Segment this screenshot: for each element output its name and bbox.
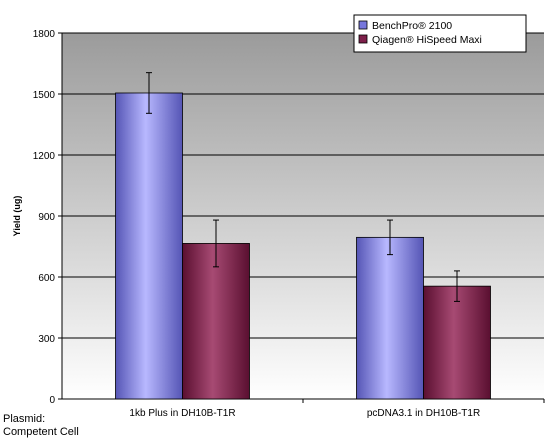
y-tick-label-1800: 1800 <box>33 29 56 40</box>
bar-series1-1 <box>356 236 424 400</box>
y-tick-label-0: 0 <box>49 395 55 406</box>
y-tick-label-1200: 1200 <box>33 151 56 162</box>
y-axis-label: Yield (ug) <box>12 196 22 237</box>
axis-caption-plasmid: Plasmid: <box>3 413 46 425</box>
y-tick-label-900: 900 <box>38 212 55 223</box>
axis-caption-competent-cell: Competent Cell <box>3 426 79 438</box>
legend-label-2: Qiagen® HiSpeed Maxi <box>372 34 482 46</box>
x-category-label-1: pcDNA3.1 in DH10B-T1R <box>367 408 480 419</box>
bar-series2-1 <box>423 285 491 400</box>
axis-caption: Plasmid: Competent Cell <box>3 413 79 439</box>
y-tick-label-1500: 1500 <box>33 90 56 101</box>
bar-series1-0 <box>115 92 183 400</box>
legend-swatch-1 <box>358 20 368 30</box>
legend-swatch-2 <box>358 34 368 44</box>
legend-label-1: BenchPro® 2100 <box>372 20 452 32</box>
bar-series2-0 <box>182 243 250 400</box>
legend-box <box>353 14 527 53</box>
y-tick-label-300: 300 <box>38 334 55 345</box>
y-tick-label-600: 600 <box>38 273 55 284</box>
x-category-label-0: 1kb Plus in DH10B-T1R <box>129 408 235 419</box>
